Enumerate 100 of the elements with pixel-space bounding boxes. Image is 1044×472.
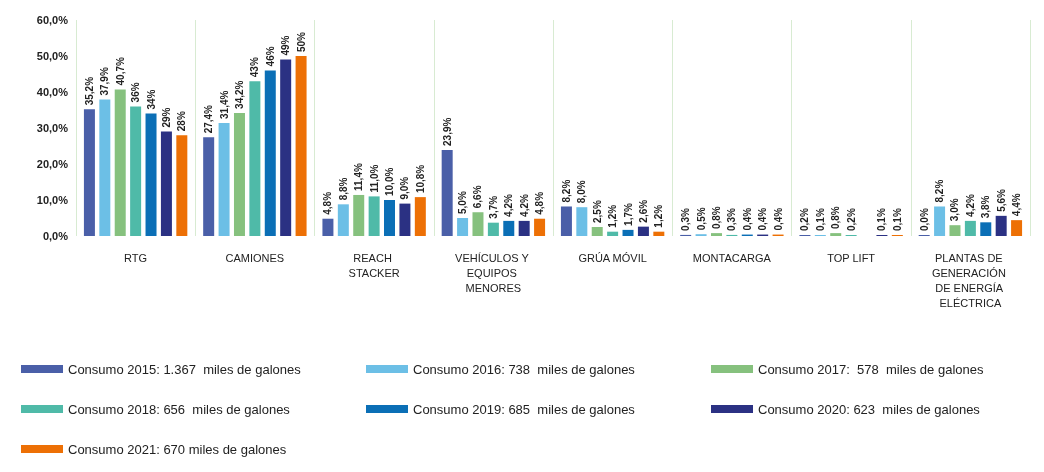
data-label: 23,9% <box>441 117 453 146</box>
legend-label: Consumo 2015: 1.367 miles de galones <box>68 361 302 377</box>
data-label: 0,1% <box>891 208 903 231</box>
data-label: 3,8% <box>980 195 992 219</box>
bar <box>576 207 588 236</box>
data-label: 29% <box>160 107 172 128</box>
x-tick-label: VEHÍCULOS Y EQUIPOS MENORES <box>455 251 532 294</box>
data-label: 4,8% <box>534 191 546 215</box>
data-label: 4,2% <box>518 193 530 217</box>
bar <box>99 99 111 236</box>
bar <box>280 59 292 236</box>
bar <box>384 200 396 236</box>
data-label: 0,1% <box>814 208 826 231</box>
data-label: 50% <box>295 31 307 52</box>
bar <box>607 231 619 236</box>
x-tick-label: TOP LIFT <box>827 251 876 264</box>
bar <box>160 131 172 236</box>
x-tick-label: MONTACARGA <box>692 251 772 264</box>
data-label: 3,7% <box>487 195 499 219</box>
data-label: 5,6% <box>995 188 1007 212</box>
data-label: 27,4% <box>203 104 215 134</box>
bar <box>337 204 349 236</box>
x-tick-label: GRÚA MÓVIL <box>578 251 647 264</box>
data-label: 11,4% <box>353 163 365 191</box>
data-label: 4,8% <box>322 191 334 215</box>
data-label: 2,5% <box>591 200 603 223</box>
legend-label: Consumo 2016: 738 miles de galones <box>413 361 636 377</box>
bar <box>637 226 649 236</box>
bar <box>130 106 142 236</box>
y-tick-label: 20,0% <box>36 158 69 170</box>
data-label: 11,0% <box>368 164 380 193</box>
data-label: 40,7% <box>114 57 126 86</box>
x-tick-label: PLANTAS DE GENERACIÓN DE ENERGÍA ELÉCTRICA <box>931 251 1009 309</box>
data-label: 8,2% <box>934 179 946 203</box>
data-label: 0,3% <box>726 208 738 231</box>
data-label: 0,4% <box>772 207 784 231</box>
bar <box>114 89 126 236</box>
data-label: 49% <box>280 35 292 56</box>
data-label: 31,4% <box>218 90 230 119</box>
bar <box>622 229 634 236</box>
data-label: 36% <box>130 82 142 103</box>
y-tick-label: 60,0% <box>36 14 69 26</box>
bar <box>399 203 411 236</box>
data-label: 34% <box>145 89 157 110</box>
data-label: 0,8% <box>830 206 842 230</box>
data-label: 46% <box>264 46 276 67</box>
data-label: 1,2% <box>653 204 665 228</box>
legend-label: Consumo 2017: 578 miles de galones <box>758 361 984 377</box>
data-label: 10,0% <box>384 167 396 196</box>
data-label: 9,0% <box>399 176 411 200</box>
bar <box>472 212 484 236</box>
data-label: 3,0% <box>949 198 961 222</box>
bar <box>414 197 426 236</box>
bar <box>249 81 261 236</box>
x-tick-label: CAMIONES <box>225 251 285 264</box>
bar <box>830 233 842 236</box>
bar <box>203 137 215 236</box>
data-label: 4,4% <box>1011 193 1023 217</box>
bar <box>322 218 334 236</box>
bar <box>518 220 530 236</box>
data-label: 0,3% <box>680 208 692 231</box>
bar <box>964 220 976 236</box>
legend-label: Consumo 2020: 623 miles de galones <box>758 401 981 417</box>
data-label: 10,8% <box>414 164 426 194</box>
y-tick-label: 10,0% <box>36 194 69 206</box>
bar <box>457 218 469 236</box>
bar <box>934 206 946 236</box>
bar <box>441 149 453 236</box>
y-tick-label: 50,0% <box>36 50 69 62</box>
bar <box>176 135 188 236</box>
bar <box>980 222 992 236</box>
bar <box>487 222 499 236</box>
data-label: 34,2% <box>233 80 245 109</box>
legend-label: Consumo 2018: 656 miles de galones <box>68 401 291 417</box>
data-label: 0,4% <box>757 207 769 231</box>
data-label: 0,4% <box>741 207 753 231</box>
data-label: 2,6% <box>637 199 649 223</box>
data-label: 0,8% <box>710 206 722 230</box>
bar <box>503 220 515 236</box>
bar <box>560 206 572 236</box>
bar <box>368 196 380 236</box>
bar <box>591 227 603 236</box>
data-label: 0,2% <box>845 208 857 231</box>
data-label: 6,6% <box>472 185 484 209</box>
bar <box>295 56 307 236</box>
legend-label: Consumo 2019: 685 miles de galones <box>413 401 636 417</box>
data-label: 43% <box>249 57 261 78</box>
bar <box>145 113 157 236</box>
data-label: 1,7% <box>622 202 634 226</box>
bar <box>1011 220 1023 236</box>
data-label: 0,0% <box>918 208 930 231</box>
data-label: 0,5% <box>695 207 707 231</box>
x-tick-label: REACH STACKER <box>348 251 400 279</box>
data-label: 4,2% <box>503 193 515 217</box>
y-tick-label: 40,0% <box>36 86 69 98</box>
bar <box>710 233 722 236</box>
bar <box>264 70 276 236</box>
bar <box>353 194 365 236</box>
legend-label: Consumo 2021: 670 miles de galones <box>68 441 287 457</box>
data-label: 8,2% <box>560 179 572 203</box>
